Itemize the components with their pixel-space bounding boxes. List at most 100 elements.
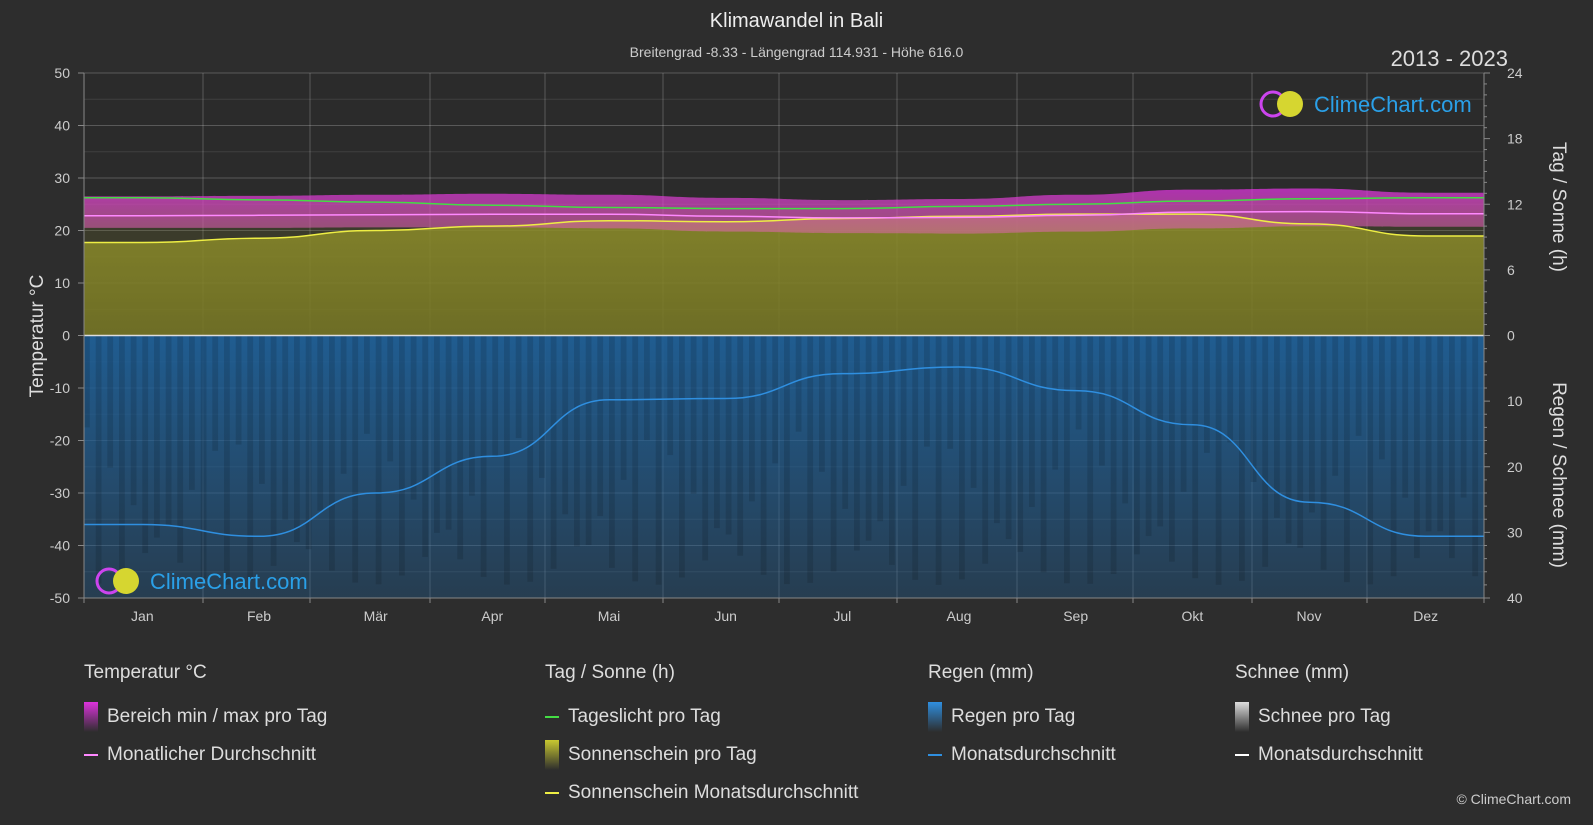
rain-stripe	[539, 335, 545, 478]
right-top-tick-label: 6	[1507, 262, 1515, 278]
logo-top[interactable]: ClimeChart.com	[1259, 90, 1472, 118]
rain-stripe	[1204, 335, 1210, 453]
legend-group: Tag / Sonne (h) Tageslicht pro Tag Sonnens…	[545, 662, 858, 812]
rain-stripe	[865, 335, 872, 541]
rain-stripe	[620, 335, 627, 480]
rain-stripe	[1297, 335, 1304, 548]
rain-stripe	[749, 335, 755, 502]
rain-stripe	[422, 335, 429, 557]
legend-item: Monatlicher Durchschnitt	[84, 736, 327, 774]
rain-stripe	[1075, 335, 1082, 430]
month-tick-label: Apr	[481, 608, 503, 624]
month-tick-label: Mär	[364, 608, 388, 624]
right-top-tick-label: 0	[1507, 328, 1515, 344]
rain-stripe	[130, 335, 137, 506]
legend-swatch-line-icon	[84, 754, 98, 756]
year-range: 2013 - 2023	[1390, 46, 1508, 71]
logo-text: ClimeChart.com	[1314, 92, 1472, 117]
rain-stripe	[1157, 335, 1164, 527]
rain-stripe	[445, 335, 452, 530]
rain-stripe	[912, 335, 919, 580]
rain-stripe	[795, 335, 802, 432]
rain-stripe	[597, 335, 604, 517]
copyright: © ClimeChart.com	[1456, 791, 1571, 807]
rain-stripe	[1099, 335, 1105, 466]
rain-stripe	[84, 335, 90, 428]
logo-text: ClimeChart.com	[150, 569, 308, 594]
rain-stripe	[352, 335, 359, 583]
rain-stripe	[1110, 335, 1117, 574]
rain-stripe	[1087, 335, 1094, 584]
left-tick-label: 40	[54, 118, 70, 134]
logo-sun-icon	[1277, 91, 1303, 117]
rain-stripe	[1134, 335, 1140, 555]
rain-stripe	[469, 335, 475, 496]
legend-item-label: Regen pro Tag	[951, 706, 1076, 727]
rain-stripe	[154, 335, 160, 538]
rain-stripe	[1285, 335, 1292, 544]
rain-stripe	[1064, 335, 1070, 584]
month-tick-label: Aug	[947, 608, 972, 624]
rain-stripe	[235, 335, 242, 445]
rain-stripe	[1122, 335, 1129, 504]
legend-group-title: Temperatur °C	[84, 662, 207, 683]
rain-stripe	[737, 335, 744, 556]
rain-stripe	[819, 335, 825, 472]
rain-stripe	[399, 335, 405, 576]
rain-stripe	[177, 335, 184, 563]
left-tick-label: -50	[50, 590, 70, 606]
rain-stripes	[84, 335, 1479, 585]
month-tick-label: Dez	[1413, 608, 1438, 624]
rain-stripe	[585, 335, 592, 545]
rain-stripe	[200, 335, 207, 579]
rain-stripe	[527, 335, 534, 582]
rain-stripe	[270, 335, 277, 566]
legend-item-label: Sonnenschein Monatsdurchschnitt	[568, 782, 859, 803]
legend-item-label: Sonnenschein pro Tag	[568, 744, 757, 765]
rain-stripe	[807, 335, 814, 583]
rain-area	[84, 335, 1484, 598]
legend-swatch-line-icon	[928, 754, 942, 756]
rain-stripe	[679, 335, 685, 578]
logo-sun-icon	[113, 568, 139, 594]
rain-stripe	[1029, 335, 1035, 507]
legend-group: Schnee (mm) Schnee pro Tag Monatsdurchschn…	[1235, 662, 1423, 774]
legend-item-label: Monatlicher Durchschnitt	[107, 744, 317, 765]
legend-item: Bereich min / max pro Tag	[84, 698, 327, 736]
legend-swatch-box-icon	[928, 702, 942, 732]
left-tick-label: 10	[54, 275, 70, 291]
rain-stripe	[329, 335, 335, 571]
rain-stripe	[95, 335, 102, 584]
rain-stripe	[1309, 335, 1315, 513]
left-tick-label: 30	[54, 170, 70, 186]
rain-stripe	[1449, 335, 1455, 559]
sunshine-line	[84, 213, 1484, 244]
rain-stripe	[1227, 335, 1234, 443]
rain-stripe	[457, 335, 464, 560]
legend-group: Temperatur °C Bereich min / max pro Tag Mo…	[84, 662, 327, 774]
rain-stripe	[504, 335, 510, 585]
rain-stripe	[387, 335, 394, 462]
rain-stripe	[1472, 335, 1479, 577]
rain-stripe	[667, 335, 674, 456]
rain-stripe	[1425, 335, 1432, 532]
rain-stripe	[1180, 335, 1187, 492]
legend-swatch-box-icon	[1235, 702, 1249, 732]
legend-item-label: Monatsdurchschnitt	[1258, 744, 1423, 765]
logo-bottom[interactable]: ClimeChart.com	[95, 567, 308, 595]
rain-stripe	[889, 335, 895, 565]
rain-stripe	[1414, 335, 1420, 559]
rain-stripe	[247, 335, 254, 581]
rain-stripe	[375, 335, 382, 585]
right-top-tick-label: 18	[1507, 131, 1523, 147]
rain-stripe	[982, 335, 989, 564]
legend-item: Sonnenschein Monatsdurchschnitt	[545, 774, 858, 812]
right-bottom-tick-label: 40	[1507, 590, 1523, 606]
legend-swatch-box-icon	[84, 702, 98, 732]
temperature-range-area	[84, 188, 1484, 234]
rain-stripe	[492, 335, 499, 458]
left-tick-label: 50	[54, 65, 70, 81]
daylight-line	[84, 196, 1484, 210]
rain-stripe	[1017, 335, 1024, 552]
sunshine-area	[84, 214, 1484, 336]
